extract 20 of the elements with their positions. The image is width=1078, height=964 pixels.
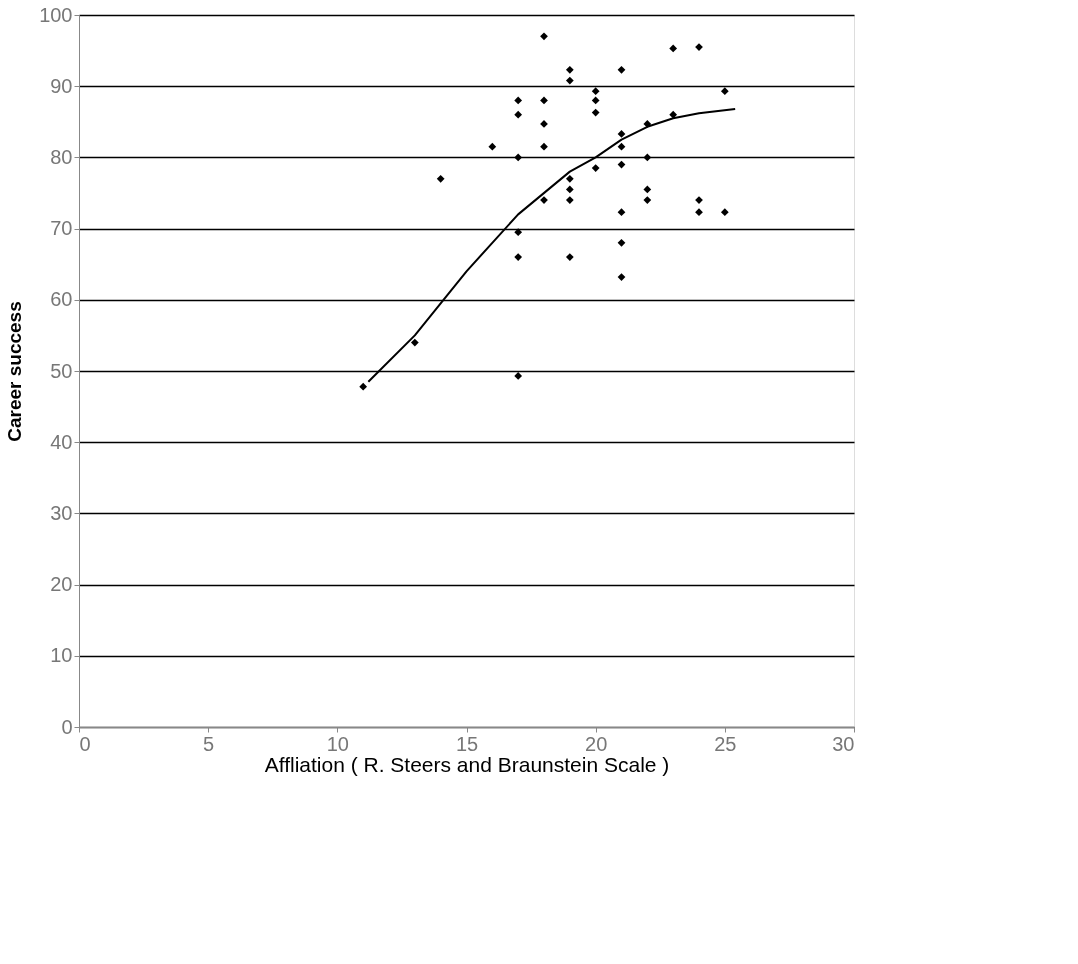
y-tick-label: 80 <box>50 145 73 168</box>
x-tick-label: 25 <box>714 732 737 755</box>
x-tick-label: 15 <box>455 732 479 755</box>
y-tick-label: 20 <box>50 573 73 596</box>
y-tick-label: 0 <box>61 715 73 738</box>
y-tick-label: 40 <box>50 430 73 453</box>
y-tick-label: 100 <box>39 3 73 26</box>
x-tick-label: 10 <box>326 732 349 755</box>
x-axis-title: Affliation ( R. Steers and Braunstein Scale ) <box>264 752 670 776</box>
y-tick-label: 70 <box>50 217 73 240</box>
y-tick-label: 60 <box>50 288 73 311</box>
y-axis-title: Career success <box>4 301 26 442</box>
x-tick-label: 0 <box>79 732 91 755</box>
x-tick-label: 30 <box>832 732 855 755</box>
y-tick-label: 10 <box>50 644 73 667</box>
y-tick-label: 50 <box>50 359 73 382</box>
x-tick-label: 5 <box>203 732 215 755</box>
y-tick-label: 90 <box>50 74 73 97</box>
y-tick-label: 30 <box>50 501 73 524</box>
x-tick-label: 20 <box>585 732 608 755</box>
